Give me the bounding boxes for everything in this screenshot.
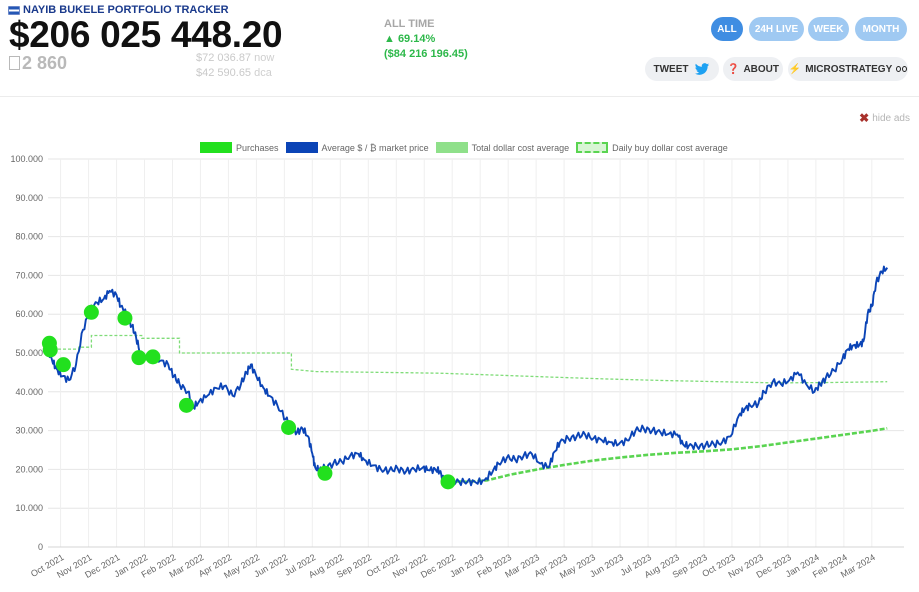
y-tick-label: 80.000 bbox=[15, 232, 43, 242]
question-icon: ❓ bbox=[726, 63, 740, 75]
hide-ads-link[interactable]: ✖ hide ads bbox=[859, 111, 910, 125]
chart-series bbox=[47, 265, 889, 488]
tweet-button[interactable]: TWEET bbox=[645, 57, 719, 81]
purchase-markers bbox=[41, 304, 456, 490]
y-tick-label: 20.000 bbox=[15, 464, 43, 474]
y-tick-label: 10.000 bbox=[15, 503, 43, 513]
series-market-price bbox=[47, 265, 889, 488]
series-daily-dca bbox=[48, 334, 888, 384]
legend-item-daily-dca[interactable]: Daily buy dollar cost average bbox=[576, 142, 728, 153]
price-now-suffix: now bbox=[254, 52, 275, 64]
price-dca: $42 590.65 dca bbox=[196, 67, 272, 79]
legend-item-purchases[interactable]: Purchases bbox=[200, 142, 279, 153]
close-icon: ✖ bbox=[859, 111, 870, 125]
purchase-marker bbox=[178, 397, 194, 413]
purchase-marker bbox=[317, 465, 333, 481]
app-title: NAYIB BUKELE PORTFOLIO TRACKER bbox=[8, 4, 229, 16]
legend-swatch-total-dca bbox=[435, 142, 468, 153]
legend-label-average-price: Average $ / ₿ market price bbox=[321, 142, 429, 153]
legend-label-daily-dca: Daily buy dollar cost average bbox=[612, 142, 728, 153]
legend-label-purchases: Purchases bbox=[236, 142, 279, 153]
alltime-absolute: ($84 216 196.45) bbox=[384, 48, 468, 60]
purchase-marker bbox=[131, 350, 147, 366]
btc-amount: 2 860 bbox=[22, 53, 68, 73]
y-tick-label: 30.000 bbox=[15, 426, 43, 436]
y-tick-label: 40.000 bbox=[15, 387, 43, 397]
purchase-marker bbox=[55, 357, 71, 373]
purchase-marker bbox=[83, 304, 99, 320]
series-total-dca bbox=[442, 427, 888, 484]
legend-item-total-dca[interactable]: Total dollar cost average bbox=[435, 142, 570, 153]
purchase-marker bbox=[281, 419, 297, 435]
range-month-button[interactable]: MONTH bbox=[855, 17, 907, 41]
chart-legend: Purchases Average $ / ₿ market price Tot… bbox=[200, 142, 735, 153]
microstrategy-button[interactable]: ⚡ MICROSTRATEGY bbox=[788, 57, 908, 81]
y-tick-label: 50.000 bbox=[15, 348, 43, 358]
header-divider bbox=[0, 96, 919, 97]
price-dca-value: $42 590.65 bbox=[196, 67, 252, 79]
y-tick-label: 90.000 bbox=[15, 193, 43, 203]
legend-item-average-price[interactable]: Average $ / ₿ market price bbox=[285, 142, 429, 153]
y-tick-label: 0 bbox=[38, 542, 43, 552]
range-all-button[interactable]: ALL bbox=[711, 17, 743, 41]
twitter-icon bbox=[694, 62, 709, 75]
purchase-marker bbox=[117, 310, 133, 326]
microstrategy-label: MICROSTRATEGY bbox=[805, 63, 893, 75]
range-24h-button[interactable]: 24H LIVE bbox=[749, 17, 804, 41]
y-tick-label: 60.000 bbox=[15, 309, 43, 319]
purchase-marker bbox=[42, 342, 58, 358]
y-tick-label: 70.000 bbox=[15, 270, 43, 280]
price-chart[interactable]: 0 10.000 20.000 30.000 40.000 50.000 60.000 70.… bbox=[0, 150, 919, 592]
el-salvador-flag-icon bbox=[8, 5, 20, 15]
legend-swatch-daily-dca bbox=[576, 142, 609, 153]
price-now-value: $72 036.87 bbox=[196, 52, 252, 64]
purchase-marker bbox=[145, 349, 161, 365]
legend-swatch-purchases bbox=[200, 142, 232, 153]
bitcoin-icon bbox=[9, 56, 20, 70]
y-axis: 0 10.000 20.000 30.000 40.000 50.000 60.000 70.… bbox=[10, 154, 43, 552]
hide-ads-label: hide ads bbox=[872, 112, 910, 124]
range-week-button[interactable]: WEEK bbox=[808, 17, 849, 41]
alltime-label: ALL TIME bbox=[384, 18, 435, 30]
price-dca-suffix: dca bbox=[254, 67, 272, 79]
portfolio-value: $206 025 448.20 bbox=[9, 14, 283, 55]
eyes-icon bbox=[896, 66, 908, 72]
app-title-text: NAYIB BUKELE PORTFOLIO TRACKER bbox=[23, 4, 229, 16]
about-button[interactable]: ❓ ABOUT bbox=[723, 57, 783, 81]
tweet-label: TWEET bbox=[653, 63, 689, 75]
lightning-icon: ⚡ bbox=[788, 63, 802, 75]
legend-label-total-dca: Total dollar cost average bbox=[471, 142, 570, 153]
price-now: $72 036.87 now bbox=[196, 52, 274, 64]
y-tick-label: 100.000 bbox=[10, 154, 43, 164]
legend-swatch-average-price bbox=[285, 142, 318, 153]
about-label: ABOUT bbox=[743, 63, 779, 75]
alltime-percent: ▲ 69.14% bbox=[384, 33, 436, 45]
purchase-marker bbox=[440, 474, 456, 490]
alltime-panel: ALL TIME ▲ 69.14% ($84 216 196.45) bbox=[384, 18, 468, 60]
chart-grid bbox=[48, 158, 904, 548]
btc-holdings: 2 860 bbox=[9, 53, 67, 74]
